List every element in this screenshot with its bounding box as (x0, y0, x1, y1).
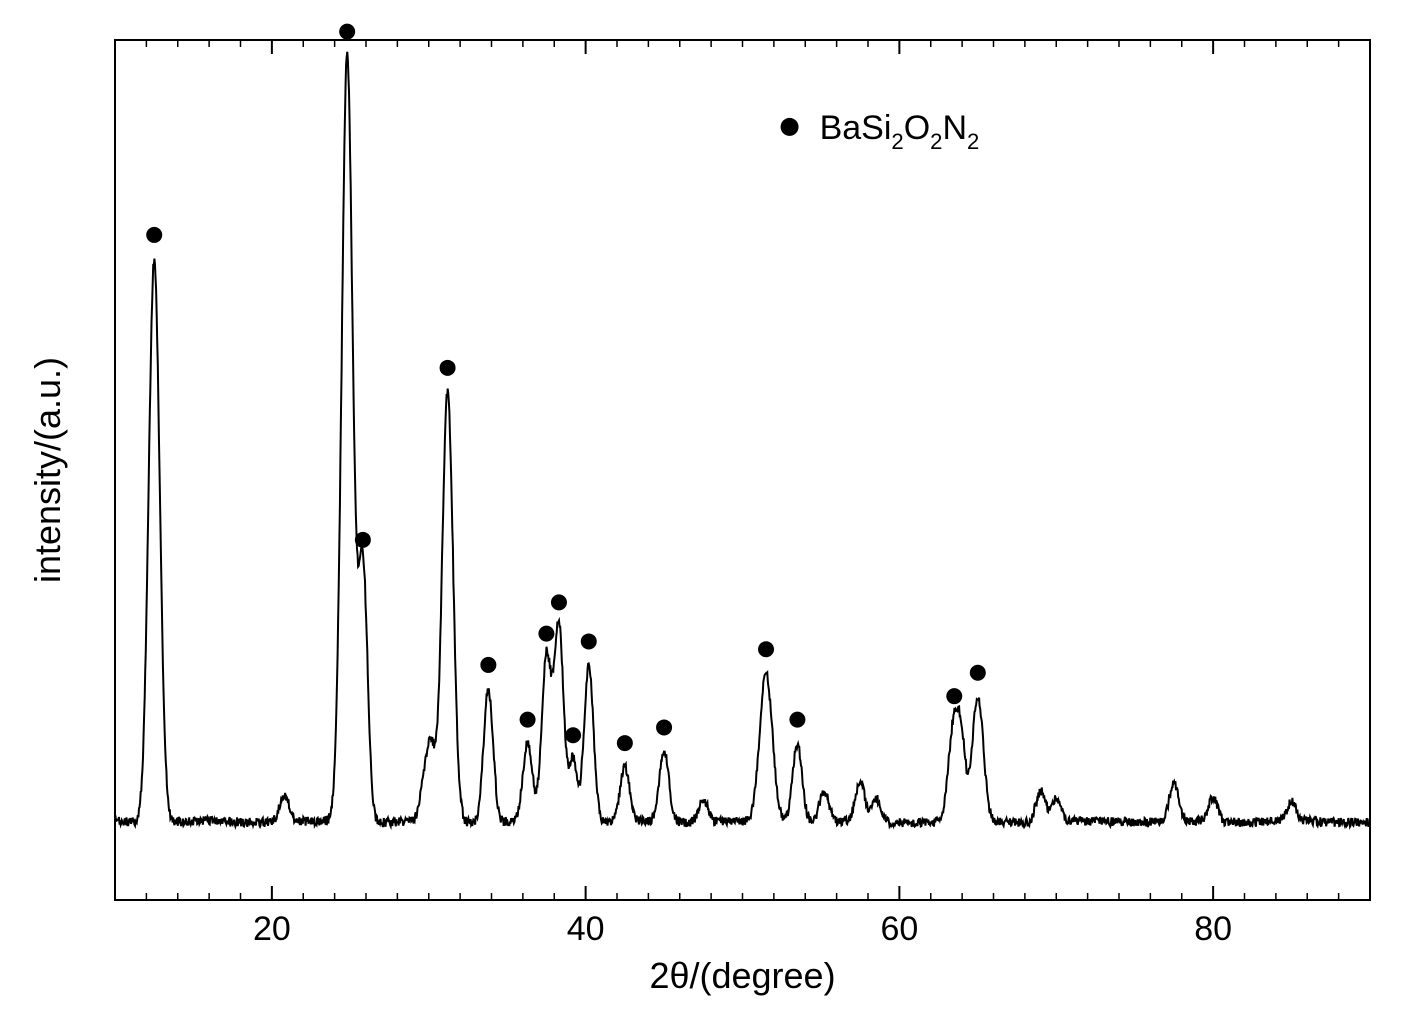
peak-marker-icon (656, 719, 672, 735)
peak-marker-icon (440, 360, 456, 376)
svg-text:40: 40 (567, 910, 605, 948)
peak-marker-icon (538, 626, 554, 642)
peak-marker-icon (970, 665, 986, 681)
peak-marker-icon (789, 712, 805, 728)
svg-text:60: 60 (880, 910, 918, 948)
xrd-chart: 204060802θ/(degree)intensity/(a.u.)BaSi2… (0, 0, 1417, 1023)
peak-marker-icon (946, 688, 962, 704)
y-axis-label: intensity/(a.u.) (27, 357, 68, 583)
peak-marker-icon (581, 633, 597, 649)
peak-marker-icon (339, 24, 355, 40)
svg-text:80: 80 (1194, 910, 1232, 948)
x-axis-label: 2θ/(degree) (649, 955, 835, 996)
peak-marker-icon (480, 657, 496, 673)
peak-marker-icon (758, 641, 774, 657)
legend-marker-icon (781, 118, 799, 136)
peak-marker-icon (551, 594, 567, 610)
peak-marker-icon (355, 532, 371, 548)
peak-marker-icon (565, 727, 581, 743)
peak-marker-icon (520, 712, 536, 728)
svg-text:20: 20 (253, 910, 291, 948)
chart-svg: 204060802θ/(degree)intensity/(a.u.)BaSi2… (0, 0, 1417, 1023)
peak-marker-icon (617, 735, 633, 751)
peak-marker-icon (146, 227, 162, 243)
